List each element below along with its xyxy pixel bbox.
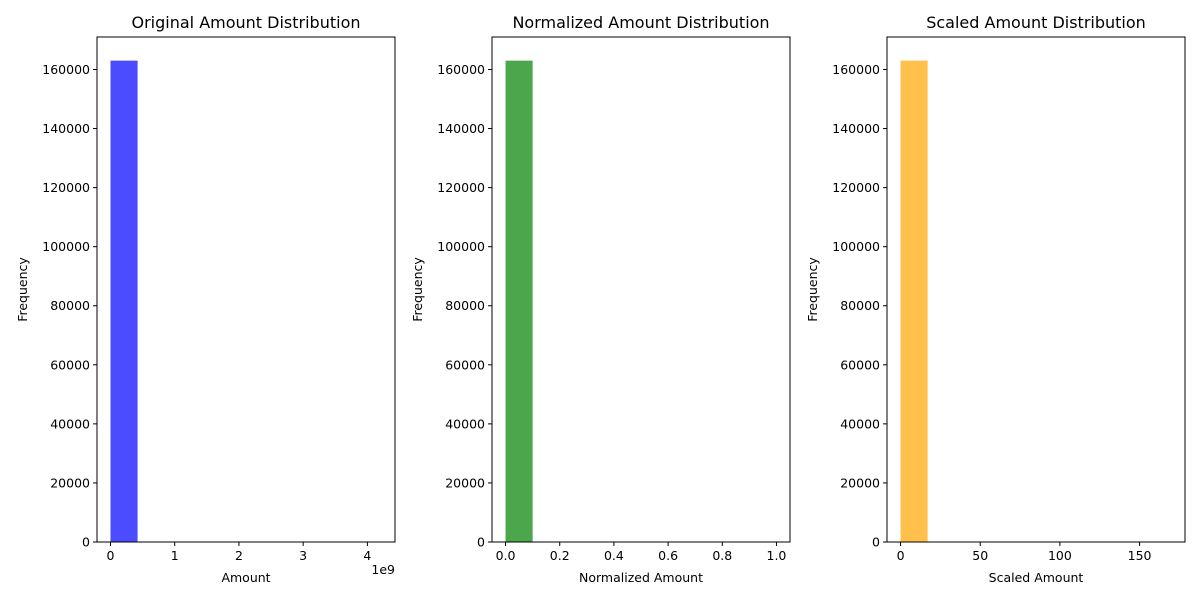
x-tick-label: 1.0: [767, 548, 787, 563]
y-tick-label: 140000: [42, 121, 90, 136]
subplot-2: 0 20000 40000 60000 80000 100000 120000 140000 1…: [410, 13, 791, 585]
y-tick-label: 140000: [437, 121, 485, 136]
x-axis-label: Scaled Amount: [989, 570, 1084, 585]
chart-title: Scaled Amount Distribution: [926, 13, 1146, 32]
y-axis-label: Frequency: [15, 257, 30, 322]
chart-title: Normalized Amount Distribution: [512, 13, 769, 32]
y-tick-label: 60000: [445, 357, 485, 372]
x-tick-label: 1: [171, 548, 179, 563]
subplot-3: 0 20000 40000 60000 80000 100000 120000 140000 1…: [805, 13, 1186, 585]
y-tick-label: 20000: [840, 475, 880, 490]
y-tick-label: 40000: [840, 416, 880, 431]
y-tick-label: 100000: [42, 239, 90, 254]
y-tick-label: 80000: [445, 298, 485, 313]
x-tick-label: 0.8: [712, 548, 732, 563]
histogram-bar: [110, 60, 138, 542]
y-tick-label: 60000: [50, 357, 90, 372]
y-tick-label: 100000: [437, 239, 485, 254]
subplot-1: 0 20000 40000 60000 80000 100000 120000 140000 1…: [15, 13, 396, 585]
x-tick-label: 3: [299, 548, 307, 563]
x-tick-label: 50: [972, 548, 988, 563]
y-tick-label: 80000: [50, 298, 90, 313]
y-tick-label: 40000: [50, 416, 90, 431]
histogram-bar: [900, 60, 928, 542]
y-tick-label: 0: [872, 535, 880, 550]
y-tick-label: 160000: [42, 62, 90, 77]
y-tick-label: 20000: [50, 475, 90, 490]
y-tick-label: 80000: [840, 298, 880, 313]
y-tick-label: 160000: [437, 62, 485, 77]
y-tick-label: 60000: [840, 357, 880, 372]
x-tick-label: 0.0: [496, 548, 516, 563]
y-tick-label: 20000: [445, 475, 485, 490]
y-axis-label: Frequency: [805, 257, 820, 322]
y-tick-label: 120000: [437, 180, 485, 195]
x-tick-label: 0.6: [658, 548, 678, 563]
y-tick-label: 160000: [832, 62, 880, 77]
x-tick-label: 0.2: [550, 548, 570, 563]
x-tick-label: 100: [1048, 548, 1072, 563]
y-tick-label: 0: [477, 535, 485, 550]
axes-frame: [491, 36, 791, 543]
y-tick-label: 120000: [832, 180, 880, 195]
x-axis-label: Normalized Amount: [579, 570, 703, 585]
y-tick-label: 100000: [832, 239, 880, 254]
x-axis-label: Amount: [221, 570, 270, 585]
y-tick-label: 0: [82, 535, 90, 550]
x-offset-label: 1e9: [371, 562, 395, 577]
axes-frame: [96, 36, 396, 543]
y-axis-label: Frequency: [410, 257, 425, 322]
x-tick-label: 0.4: [604, 548, 624, 563]
histogram-bar: [505, 60, 533, 542]
x-tick-label: 4: [363, 548, 371, 563]
axes-frame: [886, 36, 1186, 543]
y-tick-label: 140000: [832, 121, 880, 136]
x-tick-label: 2: [235, 548, 243, 563]
chart-title: Original Amount Distribution: [132, 13, 361, 32]
y-tick-label: 120000: [42, 180, 90, 195]
x-tick-label: 150: [1128, 548, 1152, 563]
y-tick-label: 40000: [445, 416, 485, 431]
x-tick-label: 0: [107, 548, 115, 563]
x-tick-label: 0: [897, 548, 905, 563]
